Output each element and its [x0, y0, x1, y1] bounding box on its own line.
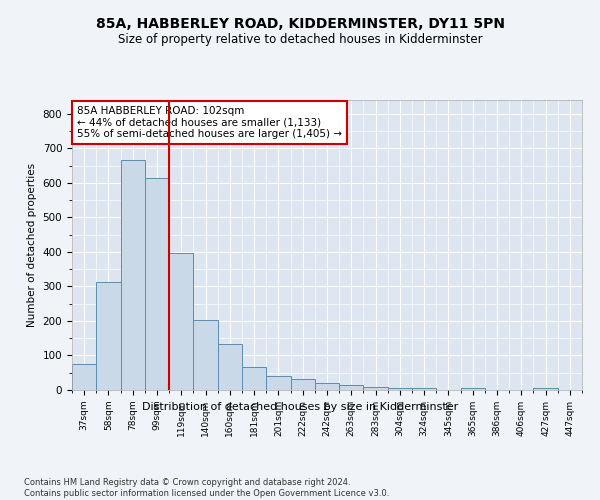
Text: Size of property relative to detached houses in Kidderminster: Size of property relative to detached ho…: [118, 32, 482, 46]
Bar: [96, 282, 121, 390]
Bar: [339, 385, 364, 390]
Y-axis label: Number of detached properties: Number of detached properties: [27, 163, 37, 327]
Bar: [169, 252, 193, 390]
Bar: [121, 160, 145, 390]
Text: Contains HM Land Registry data © Crown copyright and database right 2024.
Contai: Contains HM Land Registry data © Crown c…: [24, 478, 389, 498]
Bar: [266, 376, 290, 390]
Bar: [218, 344, 242, 390]
Bar: [388, 388, 412, 390]
Bar: [412, 388, 436, 390]
Bar: [461, 388, 485, 390]
Bar: [242, 366, 266, 390]
Bar: [145, 178, 169, 390]
Bar: [315, 383, 339, 390]
Bar: [533, 388, 558, 390]
Text: Distribution of detached houses by size in Kidderminster: Distribution of detached houses by size …: [142, 402, 458, 412]
Bar: [72, 364, 96, 390]
Text: 85A, HABBERLEY ROAD, KIDDERMINSTER, DY11 5PN: 85A, HABBERLEY ROAD, KIDDERMINSTER, DY11…: [95, 18, 505, 32]
Bar: [193, 320, 218, 390]
Bar: [364, 386, 388, 390]
Bar: [290, 378, 315, 390]
Text: 85A HABBERLEY ROAD: 102sqm
← 44% of detached houses are smaller (1,133)
55% of s: 85A HABBERLEY ROAD: 102sqm ← 44% of deta…: [77, 106, 342, 139]
